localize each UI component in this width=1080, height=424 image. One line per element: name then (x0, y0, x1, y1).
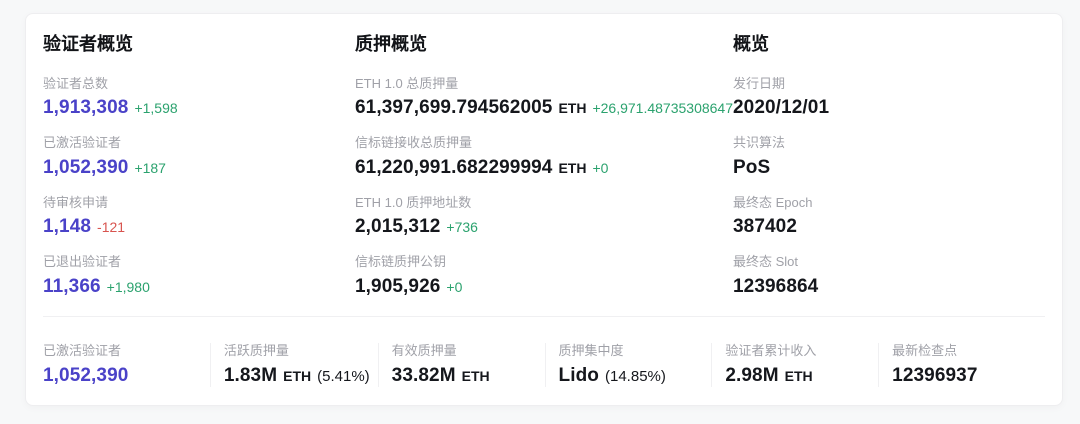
stat-label: 共识算法 (733, 135, 786, 151)
stat-beacon-pubkeys: 信标链质押公钥 1,905,926 +0 (355, 254, 733, 298)
stat-label: 信标链接收总质押量 (354, 135, 472, 151)
stat-label: 最新检查点 (892, 342, 958, 358)
stat-value: 1,905,926 (354, 275, 441, 297)
stat-finalized-epoch: 最终态 Epoch 387402 (733, 195, 1045, 239)
stat-value-link[interactable]: 11,366 (43, 275, 101, 297)
stat-label: 已激活验证者 (43, 135, 122, 151)
summary-bar: 已激活验证者 1,052,390 活跃质押量 1.83M ETH (5.41%)… (43, 315, 1045, 387)
stat-value-row: Lido (14.85%) (559, 365, 704, 387)
stat-delta: +187 (134, 159, 166, 176)
stat-consensus-algorithm: 共识算法 PoS (733, 135, 1045, 179)
stat-label: 验证者总数 (43, 75, 109, 91)
stat-value-row: 1,148 -121 (43, 216, 355, 238)
footer-stat-active-staked: 活跃质押量 1.83M ETH (5.41%) (209, 342, 378, 387)
stat-label: ETH 1.0 总质押量 (354, 75, 459, 91)
stat-value: 2,015,312 (354, 216, 441, 238)
stat-value: Lido (558, 364, 599, 386)
stat-value-row: PoS (733, 157, 1045, 179)
section-title-validators: 验证者概览 (43, 34, 133, 54)
stat-value: 12396937 (892, 364, 978, 386)
stat-delta: +0 (446, 278, 463, 295)
stat-value-row: 1,913,308 +1,598 (43, 97, 355, 119)
stat-percentage: (14.85%) (605, 367, 666, 385)
footer-stat-effective-staked: 有效质押量 33.82M ETH (377, 342, 545, 387)
section-general: 概览 发行日期 2020/12/01 共识算法 PoS 最终态 Epoch (733, 34, 1045, 314)
stat-delta: +1,598 (134, 100, 178, 117)
stat-delta: +26,971.48735308647 (592, 100, 734, 117)
stat-eth1-total-staked: ETH 1.0 总质押量 61,397,699.794562005 ETH +2… (355, 76, 733, 120)
stat-label: 质押集中度 (558, 342, 624, 358)
stat-label: 已退出验证者 (43, 254, 122, 270)
stat-label: 信标链质押公钥 (354, 254, 446, 270)
stat-value-row: 1,052,390 (43, 365, 202, 387)
section-title-staking: 质押概览 (354, 34, 427, 54)
section-title-general: 概览 (733, 34, 770, 54)
stat-value-row: 33.82M ETH (392, 365, 537, 387)
section-validators: 验证者概览 验证者总数 1,913,308 +1,598 已激活验证者 1,05… (43, 34, 355, 314)
stat-label: 发行日期 (733, 75, 786, 91)
stat-value: 61,397,699.794562005 (354, 97, 553, 119)
footer-stat-latest-checkpoint: 最新检查点 12396937 (878, 342, 1045, 387)
stat-active-validators: 已激活验证者 1,052,390 +187 (43, 135, 355, 179)
footer-stat-stake-concentration: 质押集中度 Lido (14.85%) (544, 342, 712, 387)
stat-value-row: 2,015,312 +736 (355, 216, 733, 238)
stat-beacon-received-staked: 信标链接收总质押量 61,220,991.682299994 ETH +0 (355, 135, 733, 179)
stat-value: PoS (733, 156, 771, 178)
eth-unit: ETH (283, 367, 312, 384)
eth-unit: ETH (461, 367, 490, 384)
stat-label: 待审核申请 (43, 194, 109, 210)
overview-grid: 验证者概览 验证者总数 1,913,308 +1,598 已激活验证者 1,05… (43, 34, 1045, 314)
stat-value-row: 12396937 (892, 365, 1037, 387)
eth-unit: ETH (784, 367, 813, 384)
stats-card: 验证者概览 验证者总数 1,913,308 +1,598 已激活验证者 1,05… (25, 13, 1063, 406)
stat-percentage: (5.41%) (317, 367, 370, 385)
stat-total-validators: 验证者总数 1,913,308 +1,598 (43, 76, 355, 120)
stat-launch-date: 发行日期 2020/12/01 (733, 76, 1045, 120)
stat-delta: +0 (592, 159, 609, 176)
stat-label: 最终态 Slot (733, 254, 799, 270)
stat-finalized-slot: 最终态 Slot 12396864 (733, 254, 1045, 298)
stat-value-row: 11,366 +1,980 (43, 276, 355, 298)
stat-value-row: 1.83M ETH (5.41%) (224, 365, 370, 387)
stat-eth1-deposit-addresses: ETH 1.0 质押地址数 2,015,312 +736 (355, 195, 733, 239)
stat-exited-validators: 已退出验证者 11,366 +1,980 (43, 254, 355, 298)
stat-value-row: 2020/12/01 (733, 97, 1045, 119)
stat-value-row: 61,397,699.794562005 ETH +26,971.4873530… (355, 97, 733, 119)
stat-pending-validators: 待审核申请 1,148 -121 (43, 195, 355, 239)
stat-value: 1.83M (223, 364, 278, 386)
stat-value-row: 1,052,390 +187 (43, 157, 355, 179)
stat-value-link[interactable]: 1,913,308 (43, 97, 129, 119)
stat-value: 2.98M (725, 364, 779, 386)
stat-value: 61,220,991.682299994 (354, 156, 553, 178)
stat-value-link[interactable]: 1,052,390 (43, 364, 129, 386)
stat-delta: +736 (446, 219, 478, 236)
stat-value: 387402 (733, 216, 798, 238)
stat-delta: +1,980 (106, 278, 150, 295)
stat-label: 验证者累计收入 (725, 342, 817, 358)
stat-value-row: 12396864 (733, 276, 1045, 298)
stat-value: 12396864 (733, 275, 819, 297)
stat-label: ETH 1.0 质押地址数 (354, 194, 472, 210)
stat-label: 已激活验证者 (43, 342, 122, 358)
stat-value-link[interactable]: 1,052,390 (43, 156, 129, 178)
eth-unit: ETH (558, 100, 587, 117)
eth-unit: ETH (558, 159, 587, 176)
stat-delta: -121 (97, 219, 126, 236)
stat-label: 活跃质押量 (223, 342, 289, 358)
stat-value-link[interactable]: 1,148 (43, 216, 92, 238)
stat-value-row: 61,220,991.682299994 ETH +0 (355, 157, 733, 179)
stat-value: 2020/12/01 (733, 97, 830, 119)
stat-label: 有效质押量 (391, 342, 457, 358)
stat-label: 最终态 Epoch (733, 194, 813, 210)
footer-stat-active-validators: 已激活验证者 1,052,390 (43, 343, 210, 387)
stat-value-row: 387402 (733, 216, 1045, 238)
stat-value-row: 2.98M ETH (725, 365, 870, 387)
stat-value-row: 1,905,926 +0 (355, 276, 733, 298)
stat-value: 33.82M (391, 364, 456, 386)
section-staking: 质押概览 ETH 1.0 总质押量 61,397,699.794562005 E… (355, 34, 733, 314)
footer-stat-validator-income: 验证者累计收入 2.98M ETH (711, 342, 878, 387)
